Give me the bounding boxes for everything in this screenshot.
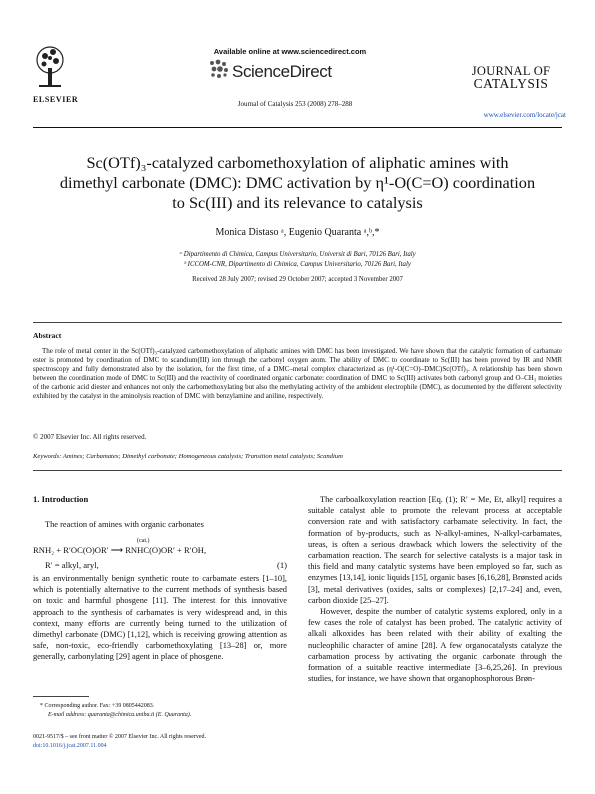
authors: Monica Distaso ᵃ, Eugenio Quaranta ᵃ,ᵇ,*: [215, 227, 380, 238]
footnote-email: E-mail address: quaranta@chimica.uniba.i…: [48, 712, 192, 718]
right-paragraph-1: The carboalkoxylation reaction [Eq. (1);…: [308, 495, 562, 605]
sciencedirect-wordmark: ScienceDirect: [232, 62, 332, 81]
footnote-corresponding: * Corresponding author. Fax: +39 0805442…: [40, 703, 155, 709]
title-line-2: dimethyl carbonate (DMC): DMC activation…: [59, 173, 536, 192]
footnote-rule: [33, 696, 89, 697]
journal-name-line2: CATALYSIS: [473, 76, 549, 91]
right-paragraph-2: However, despite the number of catalytic…: [308, 607, 562, 684]
abstract-text: The role of metal center in the Sc(OTf)₃…: [33, 347, 562, 401]
intro-paragraph-text: is an environmentally benign synthetic r…: [33, 574, 287, 662]
paper-title: Sc(OTf)₃-catalyzed carbomethoxylation of…: [40, 153, 555, 213]
section-heading-introduction: 1. Introduction: [33, 494, 89, 504]
title-line-3: to Sc(III) and its relevance to catalysi…: [172, 193, 423, 212]
journal-url-link[interactable]: www.elsevier.com/locate/jcat: [483, 111, 566, 119]
intro-sentence-text: The reaction of amines with organic carb…: [45, 520, 204, 529]
affiliation-b: ᵇ ICCOM-CNR, Dipartimento di Chimica, Ca…: [184, 261, 411, 268]
abstract-copyright: © 2007 Elsevier Inc. All rights reserved…: [33, 433, 147, 441]
intro-sentence: The reaction of amines with organic carb…: [33, 519, 287, 530]
intro-paragraph: is an environmentally benign synthetic r…: [33, 573, 287, 663]
title-line-1: Sc(OTf)₃-catalyzed carbomethoxylation of…: [86, 153, 509, 172]
right-column: The carboalkoxylation reaction [Eq. (1);…: [308, 494, 562, 684]
header-rule: [33, 127, 562, 128]
elsevier-tree-logo: [33, 38, 67, 92]
equation-number: (1): [276, 560, 287, 570]
doi-link[interactable]: doi:10.1016/j.jcat.2007.11.004: [33, 743, 107, 749]
equation-line-2: R′ = alkyl, aryl,: [45, 560, 99, 570]
journal-name-line1: JOURNAL OF: [471, 64, 551, 78]
received-dates: Received 28 July 2007; revised 29 Octobe…: [192, 276, 403, 283]
issn-line: 0021-9517/$ – see front matter © 2007 El…: [33, 734, 207, 740]
journal-reference: Journal of Catalysis 253 (2008) 278–288: [237, 100, 353, 108]
sciencedirect-logo-icon: [208, 59, 230, 79]
elsevier-wordmark: ELSEVIER: [33, 95, 79, 104]
keywords: Keywords: Amines; Carbamates; Dimethyl c…: [33, 453, 343, 460]
affiliation-a: ᵃ Dipartimento di Chimica, Campus Univer…: [179, 251, 416, 258]
available-online-text: Available online at www.sciencedirect.co…: [213, 47, 367, 56]
equation-line-1: RNH₂ + R′OC(O)OR′ ⟶ RNHC(O)OR′ + R′OH,: [33, 545, 207, 555]
abstract-bottom-rule: [33, 470, 562, 471]
abstract-top-rule: [33, 322, 562, 323]
equation-catalyst-label: (cat.): [137, 538, 150, 544]
abstract-heading: Abstract: [33, 331, 62, 340]
equation-1: (cat.) RNH₂ + R′OC(O)OR′ ⟶ RNHC(O)OR′ + …: [33, 538, 287, 572]
